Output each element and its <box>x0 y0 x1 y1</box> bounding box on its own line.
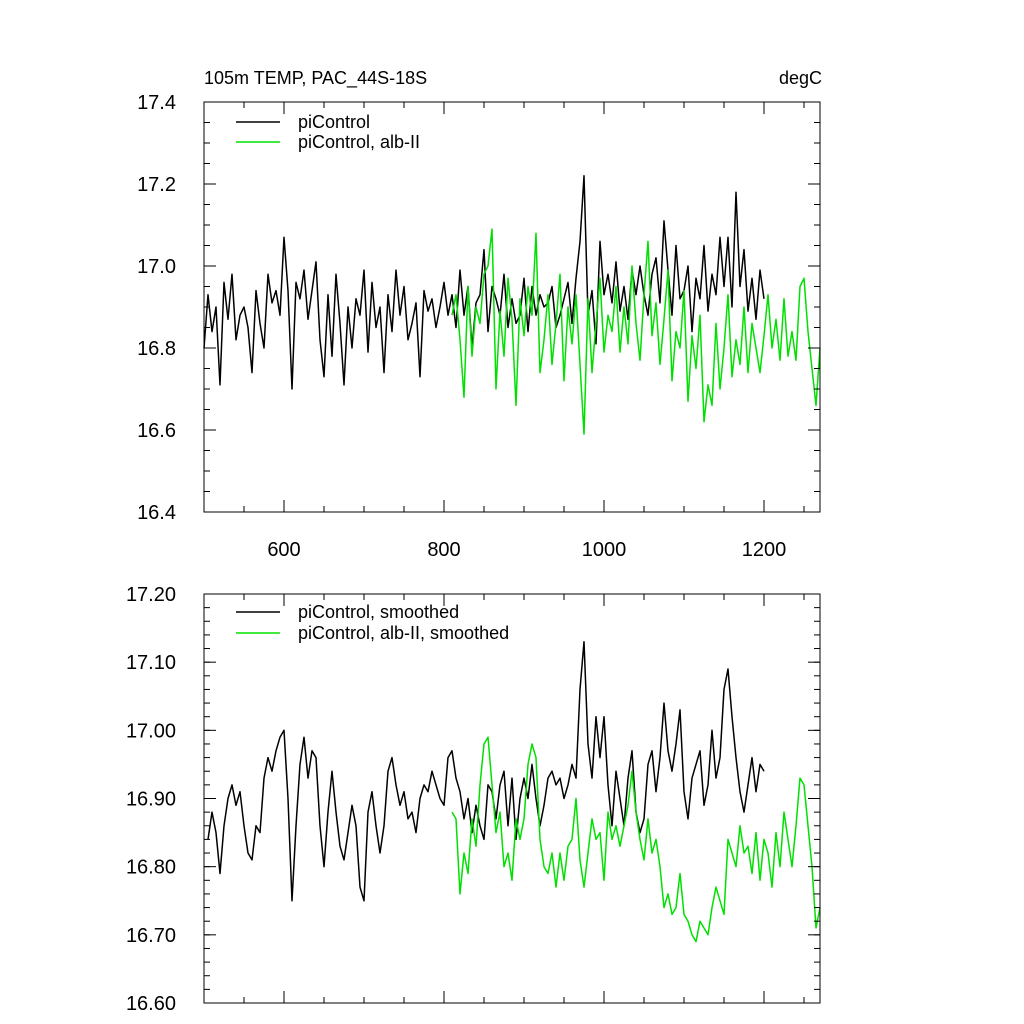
top-ytick-label: 17.4 <box>137 92 176 114</box>
bottom-ytick-label: 17.20 <box>126 584 176 606</box>
bottom-ytick-label: 16.80 <box>126 857 176 879</box>
top-axes: 600 800 1000 1200 16.4 16.6 16.8 17.0 17.2 17.4 <box>137 92 821 561</box>
legend-label-picontrol: piControl <box>298 112 370 132</box>
bottom-ytick-label: 16.90 <box>126 789 176 811</box>
bottom-ytick-label: 17.10 <box>126 652 176 674</box>
bottom-axes: 16.60 16.70 16.80 16.90 17.00 17.10 17.20 <box>126 584 821 1015</box>
bottom-series-line-1 <box>451 736 821 943</box>
top-plot-series <box>203 175 821 435</box>
top-panel-title: 105m TEMP, PAC_44S-18S <box>204 68 427 89</box>
top-panel: 105m TEMP, PAC_44S-18S degC 600 800 1000 12… <box>137 68 822 561</box>
top-ytick-label: 17.0 <box>137 256 176 278</box>
bottom-series-line-0 <box>207 640 765 902</box>
top-ytick-label: 16.6 <box>137 420 176 442</box>
top-ytick-label: 16.4 <box>137 502 176 524</box>
legend-label-picontrol-alb-ii: piControl, alb-II <box>298 132 420 152</box>
bottom-panel: 16.60 16.70 16.80 16.90 17.00 17.10 17.20 piCo… <box>126 584 821 1015</box>
top-series-line-1 <box>451 228 821 435</box>
legend-label-picontrol-alb-ii-smoothed: piControl, alb-II, smoothed <box>298 623 509 643</box>
top-ytick-label: 16.8 <box>137 338 176 360</box>
bottom-ytick-label: 17.00 <box>126 720 176 742</box>
legend-label-picontrol-smoothed: piControl, smoothed <box>298 602 459 622</box>
top-legend: piControl piControl, alb-II <box>236 112 420 152</box>
top-xtick-label: 1200 <box>742 539 787 561</box>
top-xtick-label: 600 <box>267 539 300 561</box>
top-ytick-label: 17.2 <box>137 174 176 196</box>
top-panel-units: degC <box>779 68 822 88</box>
top-series-line-0 <box>203 175 765 390</box>
top-xtick-label: 800 <box>427 539 460 561</box>
bottom-ytick-label: 16.70 <box>126 925 176 947</box>
bottom-legend: piControl, smoothed piControl, alb-II, s… <box>236 602 509 643</box>
top-xtick-label: 1000 <box>582 539 627 561</box>
bottom-ytick-label: 16.60 <box>126 993 176 1015</box>
bottom-plot-series <box>207 640 821 943</box>
